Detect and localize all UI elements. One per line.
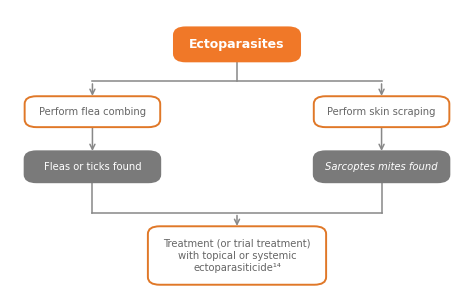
Text: Fleas or ticks found: Fleas or ticks found bbox=[44, 162, 141, 172]
FancyBboxPatch shape bbox=[314, 96, 449, 127]
FancyBboxPatch shape bbox=[148, 226, 326, 285]
FancyBboxPatch shape bbox=[314, 151, 449, 182]
FancyBboxPatch shape bbox=[174, 28, 300, 61]
Text: Perform skin scraping: Perform skin scraping bbox=[328, 107, 436, 117]
FancyBboxPatch shape bbox=[25, 151, 160, 182]
Text: Ectoparasites: Ectoparasites bbox=[189, 38, 285, 51]
Text: Sarcoptes mites found: Sarcoptes mites found bbox=[325, 162, 438, 172]
Text: Treatment (or trial treatment)
with topical or systemic
ectoparasiticide¹⁴: Treatment (or trial treatment) with topi… bbox=[163, 238, 311, 273]
FancyBboxPatch shape bbox=[25, 96, 160, 127]
Text: Perform flea combing: Perform flea combing bbox=[39, 107, 146, 117]
